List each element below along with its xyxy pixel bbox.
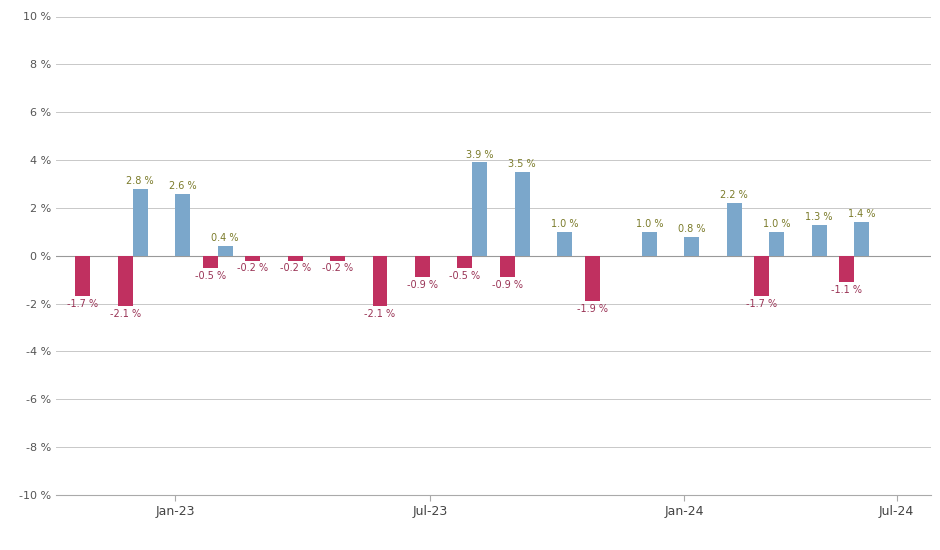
Bar <box>372 256 387 306</box>
Text: 1.0 %: 1.0 % <box>763 219 791 229</box>
Text: 2.6 %: 2.6 % <box>169 180 196 191</box>
Bar <box>288 256 303 261</box>
Bar <box>769 232 784 256</box>
Bar <box>500 256 515 277</box>
Text: 3.5 %: 3.5 % <box>509 159 536 169</box>
Bar <box>515 172 529 256</box>
Bar <box>133 189 148 256</box>
Text: -1.7 %: -1.7 % <box>68 299 99 309</box>
Text: 0.8 %: 0.8 % <box>678 224 706 234</box>
Text: -0.9 %: -0.9 % <box>407 280 438 290</box>
Bar <box>585 256 600 301</box>
Text: -2.1 %: -2.1 % <box>365 309 396 319</box>
Text: -0.2 %: -0.2 % <box>237 263 268 273</box>
Text: -0.9 %: -0.9 % <box>492 280 523 290</box>
Bar <box>812 224 826 256</box>
Text: 1.0 %: 1.0 % <box>551 219 578 229</box>
Bar <box>245 256 260 261</box>
Bar <box>557 232 572 256</box>
Text: 1.0 %: 1.0 % <box>635 219 664 229</box>
Text: -2.1 %: -2.1 % <box>110 309 141 319</box>
Bar <box>118 256 133 306</box>
Bar <box>175 194 190 256</box>
Bar <box>684 236 699 256</box>
Text: 3.9 %: 3.9 % <box>466 150 494 160</box>
Bar <box>727 203 742 256</box>
Bar <box>75 256 90 296</box>
Text: 1.4 %: 1.4 % <box>848 210 875 219</box>
Bar <box>839 256 854 282</box>
Text: -0.2 %: -0.2 % <box>279 263 311 273</box>
Bar <box>642 232 657 256</box>
Text: -1.9 %: -1.9 % <box>576 304 607 314</box>
Text: 0.4 %: 0.4 % <box>212 233 239 243</box>
Bar <box>458 256 472 268</box>
Bar <box>218 246 232 256</box>
Text: -0.2 %: -0.2 % <box>322 263 353 273</box>
Bar <box>330 256 345 261</box>
Bar <box>755 256 769 296</box>
Text: -1.7 %: -1.7 % <box>746 299 777 309</box>
Text: 2.2 %: 2.2 % <box>720 190 748 200</box>
Bar <box>854 222 870 256</box>
Text: 1.3 %: 1.3 % <box>806 212 833 222</box>
Text: -1.1 %: -1.1 % <box>831 285 862 295</box>
Bar <box>415 256 430 277</box>
Bar <box>472 162 487 256</box>
Bar <box>203 256 218 268</box>
Text: -0.5 %: -0.5 % <box>449 271 480 281</box>
Text: 2.8 %: 2.8 % <box>126 176 154 186</box>
Text: -0.5 %: -0.5 % <box>195 271 226 281</box>
